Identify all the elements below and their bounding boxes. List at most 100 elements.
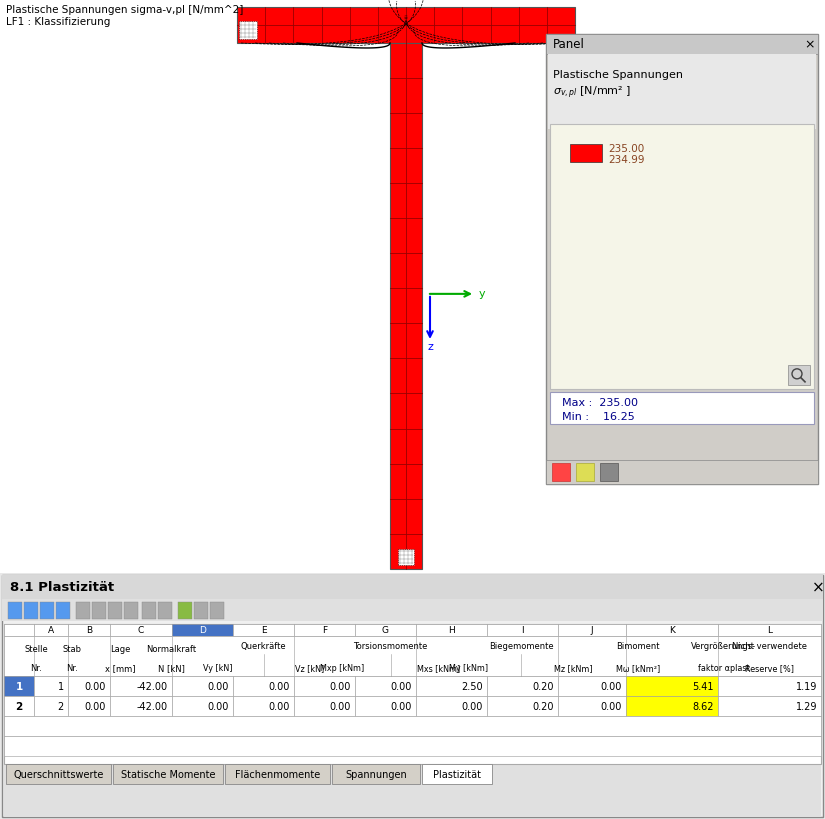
Bar xyxy=(576,464,594,482)
Text: 1: 1 xyxy=(16,681,22,691)
Bar xyxy=(110,696,172,716)
Bar xyxy=(158,602,172,619)
Text: Plastizität: Plastizität xyxy=(433,769,481,779)
Text: J: J xyxy=(591,626,593,635)
Bar xyxy=(4,696,34,716)
Bar xyxy=(110,676,172,696)
Text: Reserve [%]: Reserve [%] xyxy=(745,663,794,672)
Text: Nicht verwendete: Nicht verwendete xyxy=(732,642,807,651)
Bar xyxy=(416,676,487,696)
Bar xyxy=(718,624,821,636)
Text: My [kNm]: My [kNm] xyxy=(449,663,488,672)
Bar xyxy=(194,602,208,619)
Bar xyxy=(487,624,558,636)
Text: E: E xyxy=(261,626,266,635)
Text: 0.00: 0.00 xyxy=(390,701,412,711)
Text: 8.1 Plastizität: 8.1 Plastizität xyxy=(10,581,114,594)
Bar xyxy=(558,624,626,636)
Text: Nr.: Nr. xyxy=(31,663,42,672)
Text: 0.00: 0.00 xyxy=(269,681,290,691)
Bar xyxy=(355,624,416,636)
Bar xyxy=(124,602,138,619)
Text: Plastische Spannungen sigma-v,pl [N/mm^2]: Plastische Spannungen sigma-v,pl [N/mm^2… xyxy=(6,5,243,15)
Bar xyxy=(110,636,233,676)
Text: Lage: Lage xyxy=(110,645,130,654)
Text: 234.99: 234.99 xyxy=(608,155,644,165)
Bar xyxy=(237,8,575,44)
Bar xyxy=(416,624,487,636)
Bar xyxy=(416,636,626,676)
Bar xyxy=(68,676,110,696)
Text: Torsionsmomente: Torsionsmomente xyxy=(353,642,427,651)
Text: B: B xyxy=(86,626,92,635)
Text: 0.00: 0.00 xyxy=(390,681,412,691)
Text: 0.20: 0.20 xyxy=(532,701,554,711)
Text: x [mm]: x [mm] xyxy=(105,663,135,672)
Text: Mxp [kNm]: Mxp [kNm] xyxy=(320,663,365,672)
Text: 1.19: 1.19 xyxy=(795,681,817,691)
Bar xyxy=(626,696,718,716)
Bar xyxy=(56,602,70,619)
Bar xyxy=(110,624,172,636)
Bar xyxy=(390,44,422,569)
Text: 0.00: 0.00 xyxy=(269,701,290,711)
Bar xyxy=(233,624,294,636)
Bar xyxy=(558,676,626,696)
Text: Querkräfte: Querkräfte xyxy=(241,642,286,651)
Text: A: A xyxy=(48,626,54,635)
Bar xyxy=(558,636,718,676)
Bar xyxy=(600,464,618,482)
Bar xyxy=(550,392,814,424)
Text: H: H xyxy=(448,626,455,635)
Text: -42.00: -42.00 xyxy=(137,681,168,691)
Bar xyxy=(294,696,355,716)
Text: Normalkraft: Normalkraft xyxy=(147,645,196,654)
Text: 0.00: 0.00 xyxy=(85,681,106,691)
Bar xyxy=(4,636,821,676)
Bar xyxy=(294,676,355,696)
Bar xyxy=(294,636,487,676)
Text: Panel: Panel xyxy=(553,38,585,52)
Bar xyxy=(626,624,718,636)
Text: 0.00: 0.00 xyxy=(601,701,622,711)
Text: Mxs [kNm]: Mxs [kNm] xyxy=(417,663,460,672)
Text: Bimoment: Bimoment xyxy=(616,642,660,651)
Text: 1.29: 1.29 xyxy=(795,701,817,711)
Text: 2: 2 xyxy=(16,701,22,711)
Bar xyxy=(416,696,487,716)
Text: Statische Momente: Statische Momente xyxy=(120,769,215,779)
Bar xyxy=(142,602,156,619)
Bar xyxy=(6,764,111,784)
Bar xyxy=(68,696,110,716)
Text: Vz [kN]: Vz [kN] xyxy=(295,663,324,672)
Bar xyxy=(34,676,68,696)
Text: Nr.: Nr. xyxy=(66,663,78,672)
Bar xyxy=(718,676,821,696)
Bar xyxy=(626,636,821,676)
Bar xyxy=(4,736,821,756)
Bar xyxy=(34,636,110,676)
Text: 2: 2 xyxy=(58,701,64,711)
Bar xyxy=(172,676,233,696)
Text: Max :  235.00: Max : 235.00 xyxy=(562,397,638,407)
Text: 0.00: 0.00 xyxy=(330,681,351,691)
Text: 1: 1 xyxy=(58,681,64,691)
Text: F: F xyxy=(322,626,327,635)
Text: Vy [kN]: Vy [kN] xyxy=(203,663,233,672)
Bar xyxy=(626,676,718,696)
Bar xyxy=(4,636,68,676)
Text: faktor αplast: faktor αplast xyxy=(698,663,749,672)
Bar xyxy=(4,764,821,817)
Bar xyxy=(210,602,224,619)
Text: 0.00: 0.00 xyxy=(208,701,229,711)
Bar xyxy=(24,602,38,619)
Text: L: L xyxy=(767,626,772,635)
Text: 0.00: 0.00 xyxy=(462,701,483,711)
Text: 8.62: 8.62 xyxy=(692,701,714,711)
Text: Mω [kNm²]: Mω [kNm²] xyxy=(616,663,660,672)
Bar xyxy=(546,35,818,484)
Bar xyxy=(718,636,821,676)
Text: 0.00: 0.00 xyxy=(330,701,351,711)
Text: 235.00: 235.00 xyxy=(608,144,644,154)
Text: $\sigma_{v,pl}$ [N/mm² ]: $\sigma_{v,pl}$ [N/mm² ] xyxy=(553,85,631,102)
